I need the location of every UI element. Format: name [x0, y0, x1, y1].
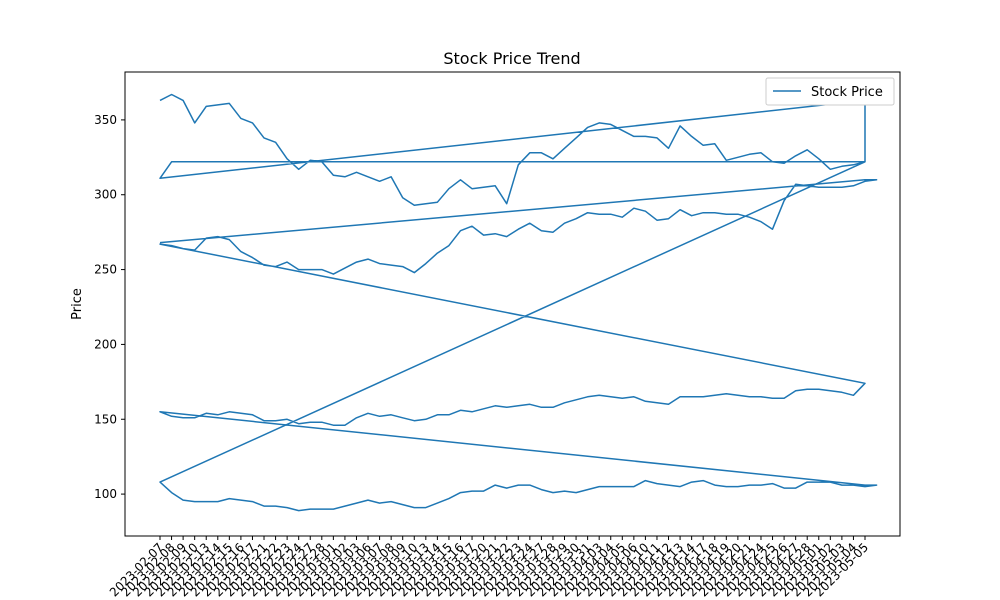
y-axis-label: Price: [70, 288, 85, 320]
y-tick-label: 350: [94, 113, 117, 127]
legend-label: Stock Price: [811, 85, 883, 100]
legend: Stock Price: [765, 77, 895, 106]
plot-frame: [124, 71, 901, 537]
y-tick-label: 250: [94, 263, 117, 277]
y-axis-ticks: 100 150 200 250 300 350: [94, 113, 125, 501]
x-axis-ticks: 2023-02-072023-02-082023-02-092023-02-10…: [107, 536, 871, 599]
chart-title: Stock Price Trend: [443, 49, 580, 68]
legend-box: [765, 77, 895, 106]
series-line-stock-price: [159, 93, 878, 512]
y-tick-label: 100: [94, 487, 117, 501]
y-tick-label: 150: [94, 412, 117, 426]
y-tick-label: 200: [94, 337, 117, 351]
y-tick-label: 300: [94, 188, 117, 202]
series-lines: [159, 93, 878, 512]
